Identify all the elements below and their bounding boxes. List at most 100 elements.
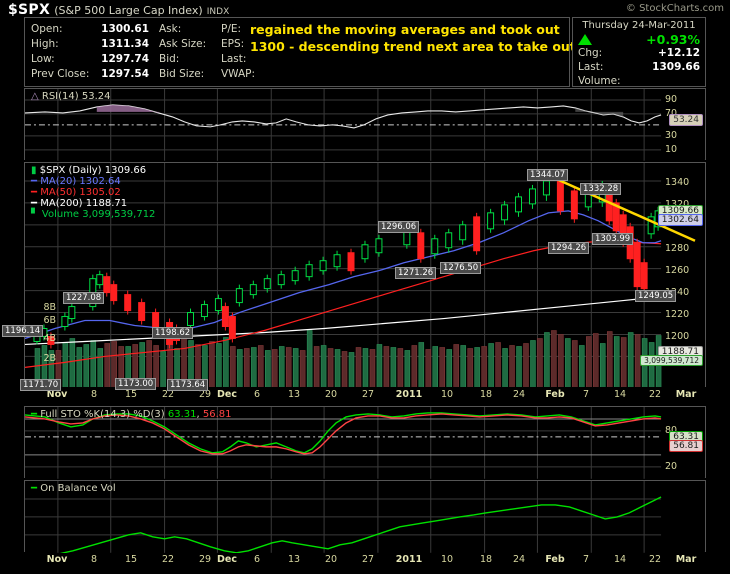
rsi-tick: 90 <box>665 94 678 105</box>
x-label: 22 <box>648 389 662 400</box>
callout-label: 1249.05 <box>635 290 677 302</box>
rsi-tick: 30 <box>665 130 678 141</box>
x-label: 27 <box>361 389 375 400</box>
quote-row: Open: 1300.61 Ask: P/E: <box>31 21 275 36</box>
ma20-price-tag: 1302.64 <box>657 214 703 226</box>
x-label: 2011 <box>395 554 423 565</box>
obv-line <box>60 496 662 553</box>
price-legend-ma20: MA(20) 1302.64 <box>40 176 121 187</box>
price-legend-ma50: MA(50) 1305.02 <box>40 187 121 198</box>
quote-value-open: 1300.61 <box>101 22 149 35</box>
price-legend-row: ━ MA(200) 1188.71 <box>31 198 155 209</box>
stockcharts-watermark: © StockCharts.com <box>625 3 724 14</box>
left-price-callout: 1196.14 <box>2 325 44 337</box>
x-label: 2011 <box>395 389 423 400</box>
quote-label-high: High: <box>31 37 59 50</box>
x-label: 22 <box>648 554 662 565</box>
volume-tick: 4B <box>43 333 56 344</box>
price-tick: 1280 <box>665 243 690 254</box>
quote-label-pe: P/E: <box>221 22 242 35</box>
x-label: 29 <box>198 389 212 400</box>
quote-grid: Open: 1300.61 Ask: P/E: High: 1311.34 As… <box>31 21 275 81</box>
quote-chg-value: +12.12 <box>657 47 700 59</box>
chart-annotation-text: regained the moving averages and took ou… <box>250 21 576 55</box>
quote-label-open: Open: <box>31 22 63 35</box>
rsi-tick: 70 <box>665 108 677 119</box>
x-label: 13 <box>287 554 301 565</box>
price-tick: 1240 <box>665 287 690 298</box>
volume-tick: 6B <box>43 315 56 326</box>
x-label: 6 <box>253 389 261 400</box>
price-legend-row: ━ MA(20) 1302.64 <box>31 176 155 187</box>
x-label: 7 <box>582 554 590 565</box>
callout-label: 1294.26 <box>548 242 590 254</box>
stochastics-axis: 80 20 <box>661 407 705 477</box>
quote-last-row: Last: 1309.66 <box>573 61 705 75</box>
x-label: 15 <box>124 554 138 565</box>
x-label: Dec <box>217 389 237 400</box>
price-legend-row: ━ MA(50) 1305.02 <box>31 187 155 198</box>
ticker-exchange: INDX <box>206 7 230 17</box>
quote-label-prev-close: Prev Close: <box>31 67 90 80</box>
callout-label: 1173.00 <box>115 378 157 390</box>
rsi-plot <box>25 89 705 161</box>
price-legend-volume: Volume 3,099,539,712 <box>41 209 156 220</box>
x-label: Dec <box>217 554 237 565</box>
volume-tick: 8B <box>43 302 56 313</box>
quote-label-bid: Bid: <box>159 52 180 65</box>
stochastics-legend: ━ Full STO %K(14,3) %D(3) 63.31, 56.81 <box>31 409 232 420</box>
obv-legend-label: On Balance Vol <box>40 483 116 494</box>
ticker-symbol: $SPX <box>8 2 51 18</box>
x-label: Mar <box>675 554 697 565</box>
callout-label: 1173.64 <box>167 379 209 391</box>
x-label: 29 <box>198 554 212 565</box>
quote-row: Prev Close: 1297.54 Bid Size: VWAP: <box>31 66 275 81</box>
x-label: 22 <box>161 554 175 565</box>
x-label: 15 <box>124 389 138 400</box>
quote-value-low: 1297.74 <box>101 52 149 65</box>
ma20-swatch-icon: ━ <box>31 176 38 187</box>
trendline <box>546 173 696 242</box>
quote-label-low: Low: <box>31 52 55 65</box>
price-legend-row: ▘ Volume 3,099,539,712 <box>31 209 155 220</box>
x-label: Nov <box>46 389 68 400</box>
obv-swatch-icon: ━ <box>31 483 38 494</box>
x-label: 10 <box>440 389 454 400</box>
callout-label: 1171.70 <box>20 379 62 391</box>
callout-label: 1303.99 <box>592 233 634 245</box>
x-axis-middle: Nov 8 15 22 29 Dec 6 13 20 27 2011 10 18… <box>24 389 706 403</box>
quote-chg-label: Chg: <box>578 47 603 59</box>
ticker-name: (S&P 500 Large Cap Index) <box>54 4 203 17</box>
ma50-swatch-icon: ━ <box>31 187 38 198</box>
quote-panel: Open: 1300.61 Ask: P/E: High: 1311.34 As… <box>24 17 570 87</box>
price-panel: ▮ $SPX (Daily) 1309.66 ━ MA(20) 1302.64 … <box>24 162 706 388</box>
x-label: Mar <box>675 389 697 400</box>
x-label: Feb <box>545 554 565 565</box>
quote-change-row: +0.93% <box>573 31 705 47</box>
quote-percent-change: +0.93% <box>646 31 700 47</box>
obv-legend: ━ On Balance Vol <box>31 483 116 494</box>
quote-last-value: 1309.66 <box>652 61 700 73</box>
rsi-axis: 90 70 30 10 <box>661 89 705 159</box>
stoch-k-value: 63.31 <box>167 409 197 420</box>
x-label: 6 <box>253 554 261 565</box>
rsi-current-tag: 53.24 <box>669 114 703 126</box>
rsi-legend-label: RSI(14) 53.24 <box>41 91 111 102</box>
quote-value-high: 1311.34 <box>101 37 149 50</box>
callout-label: 1344.07 <box>527 169 569 181</box>
quote-chg-row: Chg: +12.12 <box>573 47 705 61</box>
stoch-tick: 80 <box>665 425 677 436</box>
obv-plot <box>25 481 705 553</box>
x-label: 8 <box>90 389 98 400</box>
annotation-line-2: 1300 - descending trend next area to tak… <box>250 39 576 54</box>
volume-tick: 2B <box>43 353 56 364</box>
x-label: 24 <box>512 554 526 565</box>
x-label: 27 <box>361 554 375 565</box>
x-label: 10 <box>440 554 454 565</box>
quote-label-eps: EPS: <box>221 37 245 50</box>
stoch-swatch-icon: ━ <box>31 409 38 420</box>
quote-label-bid-size: Bid Size: <box>159 67 205 80</box>
price-legend-symbol: $SPX (Daily) 1309.66 <box>39 165 147 176</box>
